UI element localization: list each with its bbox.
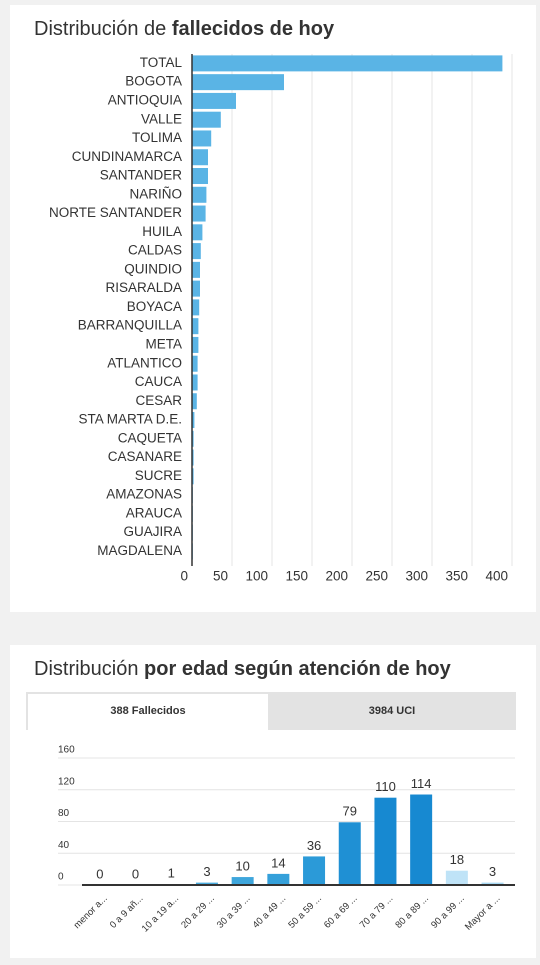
y-tick-label: TOTAL bbox=[140, 55, 183, 70]
y-tick-label: ATLANTICO bbox=[107, 355, 182, 370]
y-tick-label: 0 bbox=[58, 872, 64, 883]
tab[interactable]: 3984 UCI bbox=[369, 705, 415, 717]
y-tick-label: ANTIOQUIA bbox=[108, 92, 182, 107]
bar bbox=[267, 873, 290, 885]
y-tick-label: 120 bbox=[58, 776, 75, 787]
y-tick-label: CESAR bbox=[135, 393, 182, 408]
bar bbox=[192, 449, 194, 466]
x-tick-label: 250 bbox=[365, 569, 388, 584]
x-tick-label: 350 bbox=[445, 569, 468, 584]
x-tick-label: 150 bbox=[285, 569, 308, 584]
y-tick-label: QUINDIO bbox=[124, 261, 182, 276]
y-tick-label: 160 bbox=[58, 745, 75, 756]
value-label: 0 bbox=[96, 866, 103, 881]
value-label: 18 bbox=[450, 852, 464, 867]
chart-title: Distribución de fallecidos de hoy bbox=[34, 18, 335, 40]
bar bbox=[192, 336, 199, 353]
value-label: 3 bbox=[489, 864, 496, 879]
y-tick-label: SUCRE bbox=[135, 468, 182, 483]
bar bbox=[192, 186, 207, 203]
bar bbox=[231, 877, 254, 885]
tab[interactable]: 388 Fallecidos bbox=[110, 705, 185, 717]
bar bbox=[192, 280, 200, 297]
bar bbox=[410, 794, 433, 885]
value-label: 10 bbox=[235, 859, 249, 874]
bar bbox=[445, 870, 468, 885]
y-tick-label: TOLIMA bbox=[132, 130, 182, 145]
bar bbox=[192, 374, 198, 391]
value-label: 114 bbox=[411, 776, 432, 791]
tab-active[interactable] bbox=[28, 694, 268, 730]
value-label: 1 bbox=[168, 866, 175, 881]
bar bbox=[192, 412, 195, 429]
y-tick-label: NARIÑO bbox=[129, 186, 182, 201]
y-tick-label: BOGOTA bbox=[125, 74, 182, 89]
x-tick-label: 0 bbox=[180, 569, 188, 584]
bar bbox=[192, 55, 503, 72]
y-tick-label: NORTE SANTANDER bbox=[49, 205, 182, 220]
bar bbox=[481, 882, 504, 885]
value-label: 79 bbox=[343, 804, 357, 819]
bar bbox=[192, 205, 206, 222]
y-tick-label: BARRANQUILLA bbox=[78, 318, 182, 333]
value-label: 110 bbox=[375, 779, 396, 794]
value-label: 3 bbox=[203, 864, 210, 879]
bar bbox=[192, 224, 203, 241]
bar bbox=[192, 149, 208, 166]
chart-title: Distribución por edad según atención de … bbox=[34, 658, 452, 680]
y-tick-label: AMAZONAS bbox=[106, 487, 182, 502]
y-tick-label: META bbox=[146, 336, 183, 351]
bar bbox=[192, 430, 194, 447]
title-part: fallecidos de hoy bbox=[172, 18, 335, 40]
bar bbox=[338, 822, 361, 885]
y-tick-label: BOYACA bbox=[127, 299, 182, 314]
bar bbox=[192, 243, 201, 260]
y-tick-label: MAGDALENA bbox=[97, 543, 182, 558]
y-tick-label: 40 bbox=[58, 840, 70, 851]
title-part: por edad según atención de hoy bbox=[144, 658, 452, 680]
bar bbox=[192, 355, 198, 372]
bar bbox=[192, 261, 200, 278]
bar bbox=[374, 797, 397, 885]
value-label: 0 bbox=[132, 866, 139, 881]
bar bbox=[192, 299, 200, 316]
y-tick-label: ARAUCA bbox=[126, 505, 182, 520]
x-tick-label: 50 bbox=[213, 569, 228, 584]
y-tick-label: STA MARTA D.E. bbox=[78, 412, 182, 427]
y-tick-label: CALDAS bbox=[128, 243, 182, 258]
card bbox=[10, 5, 536, 612]
y-tick-label: 80 bbox=[58, 808, 70, 819]
y-tick-label: CAUCA bbox=[135, 374, 182, 389]
bar bbox=[192, 92, 236, 109]
bar bbox=[192, 168, 208, 185]
bar bbox=[192, 130, 212, 147]
bar bbox=[192, 393, 197, 410]
bar bbox=[192, 111, 221, 128]
y-tick-label: HUILA bbox=[142, 224, 182, 239]
y-tick-label: VALLE bbox=[141, 111, 182, 126]
y-tick-label: CAQUETA bbox=[118, 430, 182, 445]
value-label: 36 bbox=[307, 838, 321, 853]
bar bbox=[303, 856, 326, 885]
x-tick-label: 400 bbox=[485, 569, 508, 584]
value-label: 14 bbox=[271, 855, 285, 870]
y-tick-label: GUAJIRA bbox=[123, 524, 182, 539]
x-tick-label: 100 bbox=[245, 569, 268, 584]
title-part: Distribución bbox=[34, 658, 144, 680]
bar bbox=[192, 318, 199, 335]
bar bbox=[192, 74, 284, 91]
title-part: Distribución de bbox=[34, 18, 172, 40]
bar bbox=[195, 882, 218, 885]
y-tick-label: CUNDINAMARCA bbox=[72, 149, 182, 164]
y-tick-label: RISARALDA bbox=[105, 280, 182, 295]
x-tick-label: 300 bbox=[405, 569, 428, 584]
bar bbox=[192, 468, 194, 485]
x-tick-label: 200 bbox=[325, 569, 348, 584]
y-tick-label: SANTANDER bbox=[100, 168, 183, 183]
y-tick-label: CASANARE bbox=[108, 449, 182, 464]
